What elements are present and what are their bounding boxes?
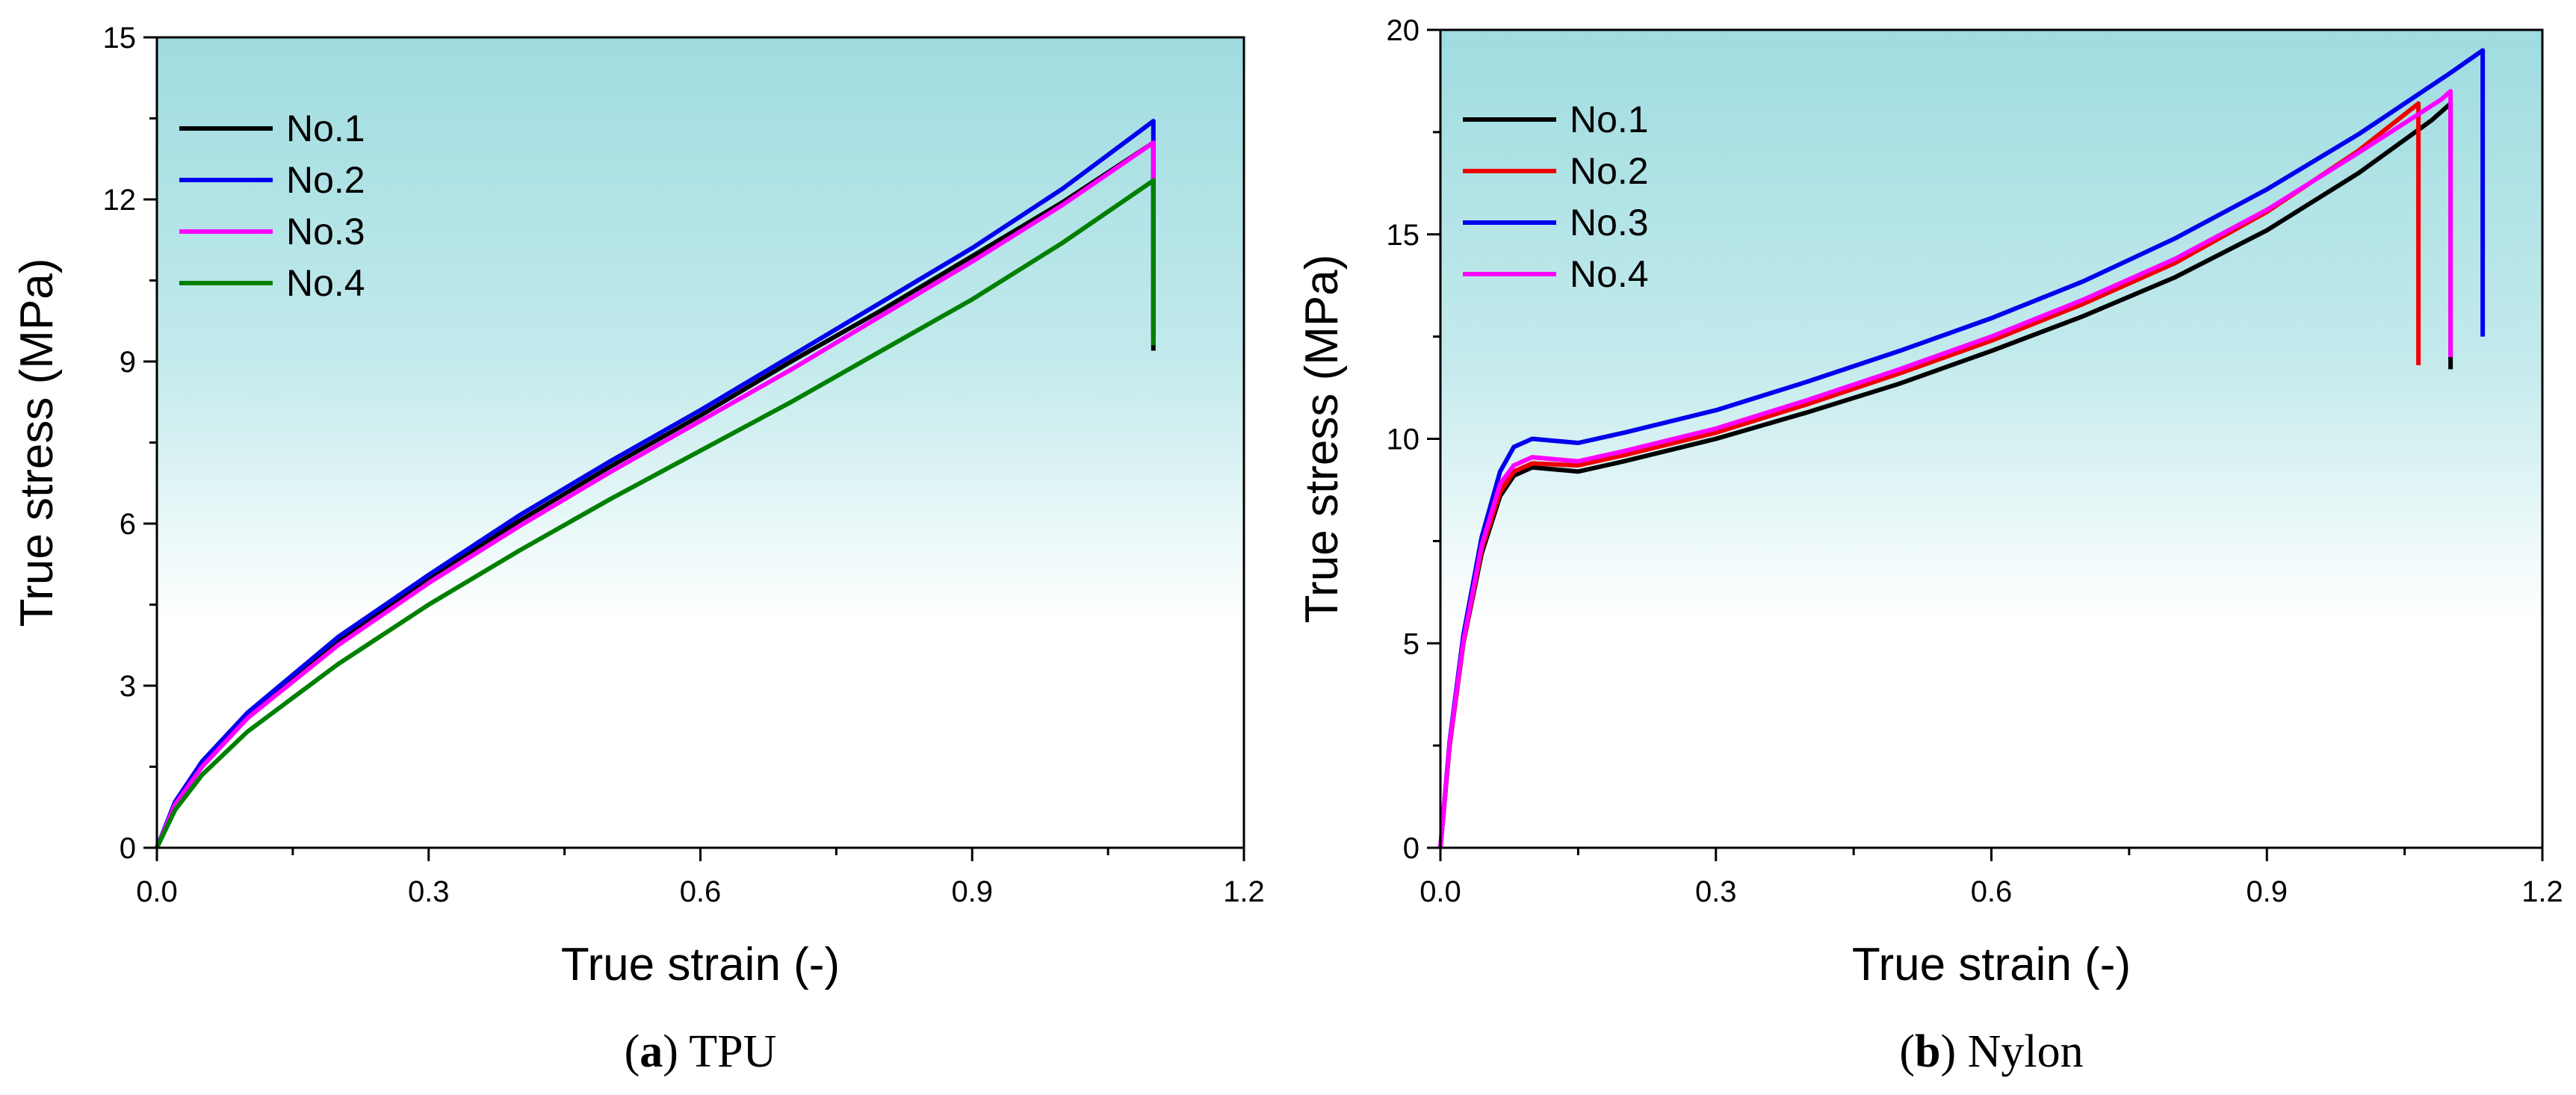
y-tick-label: 6 — [120, 508, 136, 541]
y-tick-label: 0 — [120, 832, 136, 865]
caption-paren-open: ( — [625, 1026, 640, 1077]
series-line-no2 — [155, 119, 1156, 849]
plot-background — [1440, 30, 2542, 848]
x-tick-label: 1.2 — [1223, 875, 1265, 908]
panel-tpu: 0.0 0.3 0.6 0.9 1.2 0 3 6 9 12 15 True strain (-) Tr… — [11, 22, 1265, 1077]
series-line-no4 — [155, 178, 1156, 849]
y-tick-label: 9 — [120, 346, 136, 379]
x-tick-label: 0.3 — [408, 875, 450, 908]
caption-paren-close: ) — [1940, 1026, 1967, 1077]
legend-label: No.2 — [286, 159, 365, 201]
x-tick-label: 0.9 — [951, 875, 993, 908]
legend-label: No.4 — [1570, 253, 1649, 295]
x-tick-label: 0.0 — [1419, 875, 1461, 908]
y-tick-label: 15 — [1387, 219, 1420, 252]
legend-label: No.1 — [286, 108, 365, 149]
series-line-no4 — [1438, 89, 2453, 849]
x-tick-label: 1.2 — [2521, 875, 2563, 908]
y-tick-label: 20 — [1387, 14, 1420, 47]
y-tick-label: 0 — [1403, 832, 1419, 865]
series-line-no3 — [1438, 48, 2486, 849]
caption-letter: a — [640, 1026, 663, 1077]
x-axis-title: True strain (-) — [1852, 939, 2131, 990]
legend-label: No.3 — [286, 211, 365, 252]
legend-label: No.3 — [1570, 202, 1649, 243]
plot-background — [157, 37, 1244, 848]
y-tick-label: 10 — [1387, 424, 1420, 456]
panel-nylon: 0.0 0.3 0.6 0.9 1.2 0 5 10 15 20 True strain (-) Tr… — [1296, 14, 2563, 1077]
figure-caption: (a) TPU — [625, 1026, 777, 1077]
x-axis-title: True strain (-) — [561, 939, 840, 990]
y-tick-label: 3 — [120, 670, 136, 703]
caption-text: Nylon — [1968, 1026, 2084, 1077]
legend-label: No.1 — [1570, 99, 1649, 140]
caption-text: TPU — [689, 1026, 776, 1077]
caption-letter: b — [1915, 1026, 1940, 1077]
x-tick-label: 0.0 — [136, 875, 178, 908]
x-tick-label: 0.9 — [2246, 875, 2288, 908]
figure-caption: (b) Nylon — [1899, 1026, 2083, 1077]
series-line-no3 — [155, 140, 1156, 849]
y-tick-label: 5 — [1403, 627, 1419, 660]
y-tick-label: 12 — [103, 184, 137, 217]
caption-paren-open: ( — [1899, 1026, 1915, 1077]
caption-paren-close: ) — [663, 1026, 689, 1077]
x-tick-label: 0.6 — [680, 875, 722, 908]
y-tick-label: 15 — [103, 22, 137, 55]
legend-label: No.4 — [286, 262, 365, 304]
y-axis-title: True stress (MPa) — [1296, 255, 1348, 624]
legend-label: No.2 — [1570, 150, 1649, 192]
y-axis-title: True stress (MPa) — [11, 258, 63, 627]
x-tick-label: 0.3 — [1695, 875, 1737, 908]
x-tick-label: 0.6 — [1971, 875, 2013, 908]
